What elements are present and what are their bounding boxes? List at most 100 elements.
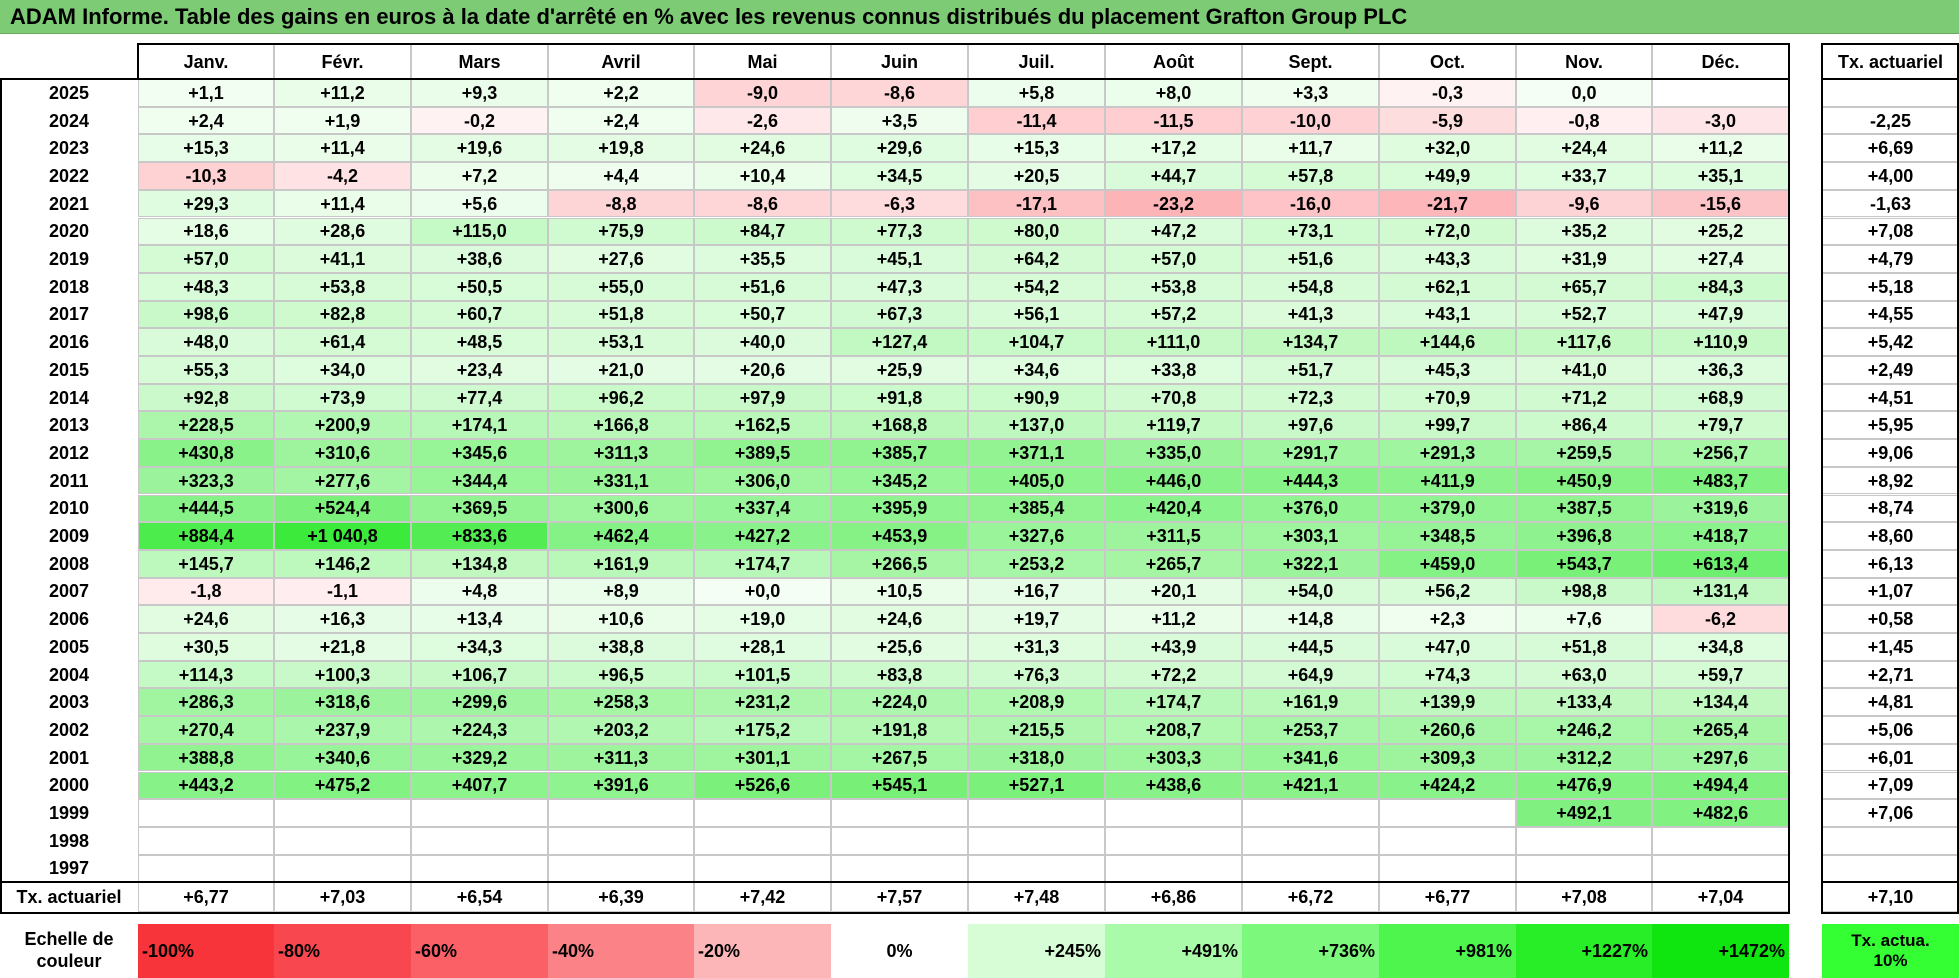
tx-value: [1822, 826, 1959, 855]
heatmap-cell: +53,8: [274, 272, 411, 301]
heatmap-cell: +27,6: [548, 245, 694, 273]
year-label: 2015: [48, 359, 90, 380]
heatmap-cell: +341,6: [1242, 743, 1379, 772]
footer-value: +6,86: [1105, 882, 1242, 913]
heatmap-cell: +97,6: [1242, 411, 1379, 440]
heatmap-cell: +71,2: [1516, 383, 1652, 412]
heatmap-cell: +21,0: [548, 356, 694, 384]
heatmap-cell: +260,6: [1379, 716, 1516, 744]
heatmap-cell: +70,8: [1105, 383, 1242, 412]
heatmap-cell: [274, 826, 411, 855]
heatmap-cell: +476,9: [1516, 771, 1652, 800]
heatmap-cell: +387,5: [1516, 494, 1652, 523]
heatmap-cell: +47,3: [831, 272, 968, 301]
heatmap-cell: +72,0: [1379, 217, 1516, 246]
heatmap-cell: +65,7: [1516, 272, 1652, 301]
heatmap-cell: [831, 854, 968, 883]
year-label: 1997: [48, 858, 90, 879]
heatmap-cell: +10,5: [831, 577, 968, 606]
heatmap-cell: [1652, 79, 1789, 107]
heatmap-cell: +191,8: [831, 716, 968, 744]
heatmap-cell: +73,9: [274, 383, 411, 412]
heatmap-cell: +3,3: [1242, 79, 1379, 107]
heatmap-cell: +43,9: [1105, 633, 1242, 661]
year-label: 2016: [48, 332, 90, 353]
heatmap-cell: +146,2: [274, 549, 411, 578]
heatmap-cell: +420,4: [1105, 494, 1242, 523]
heatmap-cell: +228,5: [138, 411, 274, 440]
heatmap-cell: +72,2: [1105, 660, 1242, 689]
heatmap-cell: +475,2: [274, 771, 411, 800]
heatmap-cell: +11,2: [274, 79, 411, 107]
heatmap-cell: +303,3: [1105, 743, 1242, 772]
heatmap-cell: +369,5: [411, 494, 548, 523]
heatmap-cell: +35,5: [694, 245, 831, 273]
heatmap-cell: +527,1: [968, 771, 1105, 800]
heatmap-cell: +459,0: [1379, 549, 1516, 578]
heatmap-cell: +33,8: [1105, 356, 1242, 384]
heatmap-cell: +73,1: [1242, 217, 1379, 246]
month-header: Nov.: [1516, 44, 1652, 79]
heatmap-cell: +67,3: [831, 300, 968, 329]
heatmap-cell: +25,2: [1652, 217, 1789, 246]
heatmap-cell: +134,4: [1652, 688, 1789, 717]
tx-actuariel-swatch: Tx. actua. 10%: [1822, 924, 1959, 978]
footer-tx-value: +7,10: [1822, 882, 1959, 913]
heatmap-cell: [411, 826, 548, 855]
heatmap-cell: +494,4: [1652, 771, 1789, 800]
heatmap-cell: +9,3: [411, 79, 548, 107]
color-scale-swatch: +491%: [1105, 924, 1242, 978]
heatmap-cell: +5,6: [411, 189, 548, 218]
heatmap-cell: +7,2: [411, 162, 548, 190]
month-header: Août: [1105, 44, 1242, 79]
heatmap-cell: +19,8: [548, 134, 694, 163]
heatmap-cell: [274, 854, 411, 883]
heatmap-cell: +306,0: [694, 466, 831, 495]
tx-value: +6,13: [1822, 549, 1959, 578]
heatmap-cell: +303,1: [1242, 522, 1379, 550]
heatmap-cell: +253,7: [1242, 716, 1379, 744]
tx-value: +8,92: [1822, 466, 1959, 495]
heatmap-cell: [1242, 854, 1379, 883]
color-scale-swatch: -40%: [548, 924, 694, 978]
color-scale-swatch: +1227%: [1516, 924, 1652, 978]
heatmap-cell: +20,1: [1105, 577, 1242, 606]
tx-value: +4,81: [1822, 688, 1959, 717]
heatmap-cell: +297,6: [1652, 743, 1789, 772]
heatmap-cell: +28,6: [274, 217, 411, 246]
year-label: 1998: [48, 830, 90, 851]
heatmap-cell: +56,2: [1379, 577, 1516, 606]
heatmap-cell: +391,6: [548, 771, 694, 800]
heatmap-cell: [411, 854, 548, 883]
heatmap-cell: +55,3: [138, 356, 274, 384]
heatmap-cell: +524,4: [274, 494, 411, 523]
heatmap-cell: +311,5: [1105, 522, 1242, 550]
heatmap-cell: +104,7: [968, 328, 1105, 356]
heatmap-cell: +208,9: [968, 688, 1105, 717]
heatmap-cell: +2,4: [138, 106, 274, 135]
heatmap-cell: +84,3: [1652, 272, 1789, 301]
year-label: 1999: [48, 803, 90, 824]
year-label: 2024: [48, 110, 90, 131]
heatmap-cell: [1242, 799, 1379, 827]
heatmap-cell: +23,4: [411, 356, 548, 384]
heatmap-cell: +482,6: [1652, 799, 1789, 827]
heatmap-cell: +174,7: [694, 549, 831, 578]
footer-value: +7,42: [694, 882, 831, 913]
color-scale-label: Echelle de couleur: [0, 922, 138, 978]
heatmap-cell: +68,9: [1652, 383, 1789, 412]
tx-value: +8,74: [1822, 494, 1959, 523]
heatmap-cell: +267,5: [831, 743, 968, 772]
heatmap-cell: +29,3: [138, 189, 274, 218]
heatmap-cell: -21,7: [1379, 189, 1516, 218]
tx-header-separator: [1821, 78, 1959, 80]
heatmap-cell: +545,1: [831, 771, 968, 800]
heatmap-cell: +309,3: [1379, 743, 1516, 772]
heatmap-cell: +96,2: [548, 383, 694, 412]
heatmap-cell: +110,9: [1652, 328, 1789, 356]
heatmap-cell: +526,6: [694, 771, 831, 800]
color-scale-swatch: -20%: [694, 924, 831, 978]
heatmap-cell: +59,7: [1652, 660, 1789, 689]
heatmap-cell: +345,2: [831, 466, 968, 495]
heatmap-cell: +266,5: [831, 549, 968, 578]
